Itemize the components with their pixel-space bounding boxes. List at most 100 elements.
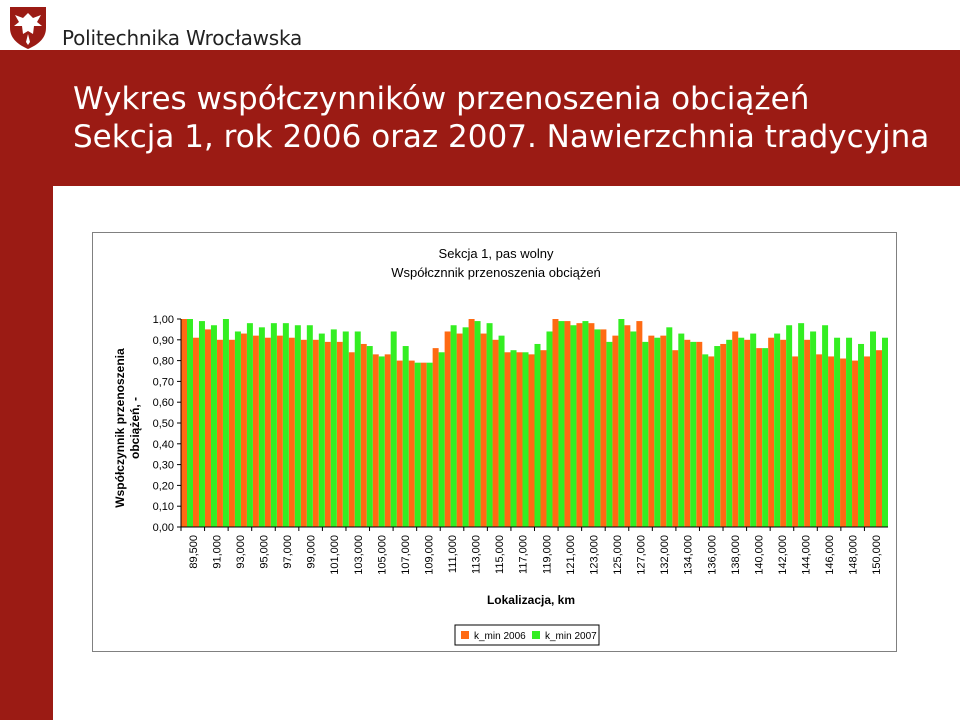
bar-2006 [660,335,667,527]
bar-2007 [882,337,888,527]
slide-title-line-2: Sekcja 1, rok 2006 oraz 2007. Nawierzchn… [73,119,930,155]
bar-2006 [408,360,415,527]
legend-swatch-2006 [461,631,469,639]
bar-2006 [348,352,355,527]
bar-2007 [810,331,817,527]
bar-2007 [774,333,781,527]
x-tick-label: 119,000 [541,535,553,574]
bar-2006 [852,360,859,527]
left-brand-bar [0,50,53,720]
bar-2007 [402,346,409,527]
bar-chart: Sekcja 1, pas wolny Współcznnik przenosz… [113,246,888,646]
bar-2007 [258,327,265,527]
bar-2007 [558,321,565,527]
bar-2007 [462,327,469,527]
x-tick-label: 140,000 [753,535,765,575]
x-tick-label: 125,000 [612,535,624,575]
chart-frame: Sekcja 1, pas wolny Współcznnik przenosz… [92,232,897,652]
bar-2006 [480,333,487,527]
bar-2007 [330,329,337,527]
university-name: Politechnika Wrocławska [62,26,303,50]
bar-2006 [336,341,343,527]
legend-label-2007: k_min 2007 [545,631,597,642]
y-tick-label: 0,80 [153,356,174,368]
bar-2007 [342,331,349,527]
x-tick-label: 95,000 [259,535,271,569]
y-tick-label: 0,40 [153,439,174,451]
x-tick-label: 101,000 [329,535,341,575]
bar-2006 [552,319,559,527]
bar-2006 [876,350,883,527]
slide-title: Wykres współczynników przenoszenia obcią… [73,80,929,156]
bar-2007 [642,341,649,527]
bar-2006 [228,339,235,527]
bar-2006 [648,335,655,527]
x-tick-label: 89,500 [188,535,200,569]
bar-2007 [702,354,709,527]
legend-box [454,624,600,646]
bar-2007 [690,341,697,527]
bar-2006 [324,341,331,527]
bar-2007 [666,327,673,527]
bar-2006 [456,333,463,527]
bar-2006 [744,339,751,527]
bar-2006 [300,339,307,527]
bars [181,319,888,527]
y-tick-label: 0,30 [153,460,174,472]
bar-2007 [726,339,733,527]
bar-2007 [450,325,457,527]
bar-2007 [870,331,877,527]
bar-2007 [354,331,361,527]
bar-2007 [822,325,829,527]
x-tick-label: 138,000 [730,535,742,575]
bar-2007 [234,331,241,527]
x-tick-label: 134,000 [683,535,695,575]
bar-2006 [288,337,295,527]
bar-2007 [546,331,553,527]
x-tick-label: 93,000 [235,535,247,569]
bar-2006 [276,335,283,527]
bar-2007 [486,323,493,527]
bar-2007 [426,362,433,527]
chart-subtitle: Współcznnik przenoszenia obciążeń [391,265,601,280]
bar-2007 [834,337,841,527]
x-tick-label: 105,000 [376,535,388,575]
bar-2006 [624,325,631,527]
bar-2006 [756,348,763,527]
bar-2006 [840,358,847,527]
bar-2006 [768,337,775,527]
y-tick-label: 0,90 [153,335,174,347]
bar-2007 [714,346,721,527]
bar-2007 [582,321,589,527]
bar-2006 [696,341,703,527]
bar-2007 [366,346,373,527]
bar-2007 [606,341,613,527]
bar-2006 [240,333,247,527]
x-tick-label: 117,000 [518,535,530,574]
x-tick-label: 142,000 [777,535,789,575]
x-tick-label: 113,000 [471,535,483,574]
x-axis-ticks: 89,500 91,000 93,000 95,000 97,000 99,000 101,… [180,527,883,575]
legend-swatch-2007 [532,631,540,639]
bar-2007 [534,343,541,527]
bar-2006 [828,356,835,527]
bar-2007 [210,325,217,527]
bar-2006 [564,321,571,527]
bar-2007 [762,348,769,527]
bar-2007 [270,323,277,527]
x-tick-label: 132,000 [659,535,671,575]
bar-2006 [504,352,511,527]
bar-2007 [846,337,853,527]
bar-2006 [312,339,319,527]
bar-2006 [600,329,607,527]
bar-2006 [264,337,271,527]
eagle-shield-logo-icon [10,7,46,49]
bar-2007 [630,331,637,527]
x-tick-label: 148,000 [848,535,860,575]
bar-2006 [420,362,427,527]
axes [180,319,888,528]
legend-label-2006: k_min 2006 [474,631,526,642]
bar-2006 [252,335,259,527]
y-tick-label: 0,20 [153,480,174,492]
bar-2007 [738,337,745,527]
